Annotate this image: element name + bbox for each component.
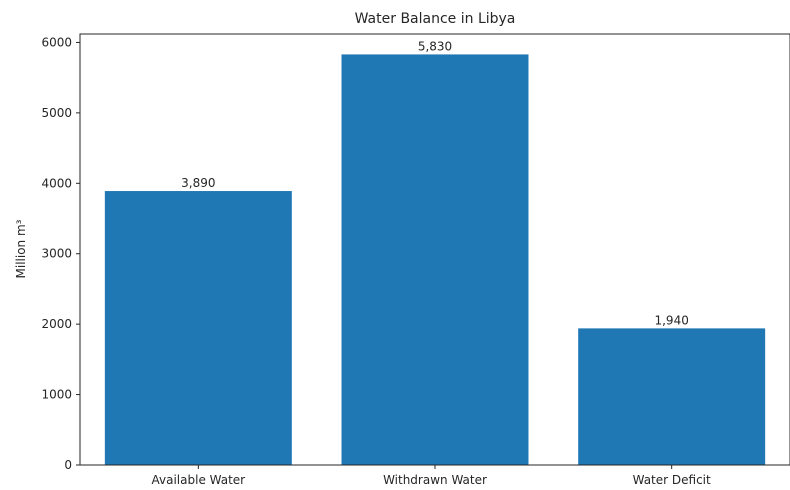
data-label-1: 3,890: [181, 176, 215, 190]
bars-group: [104, 54, 766, 466]
y-axis-ticks: 0 1000 2000 3000 4000 5000 6000: [41, 35, 80, 472]
x-tick-label: Withdrawn Water: [383, 473, 487, 487]
y-axis-label: Million m³: [14, 219, 28, 278]
y-tick-label: 5000: [41, 106, 72, 120]
data-label-3: 1,940: [654, 313, 688, 327]
bar-1: [104, 191, 292, 466]
y-tick-label: 2000: [41, 317, 72, 331]
y-tick-label: 0: [64, 458, 72, 472]
y-tick-label: 3000: [41, 247, 72, 261]
y-tick-label: 1000: [41, 388, 72, 402]
y-tick-label: 4000: [41, 176, 72, 190]
bar-3: [578, 328, 766, 465]
plot-area: 3,890 5,830 1,940 0 1000 2000 3000 4000 5000 600…: [41, 33, 790, 487]
x-axis-ticks: Available Water Withdrawn Water Water Defi…: [152, 465, 711, 487]
x-tick-label: Water Deficit: [633, 473, 711, 487]
plot-frame: [79, 33, 790, 466]
data-labels-group: 3,890 5,830 1,940: [181, 39, 689, 327]
x-tick-label: Available Water: [152, 473, 246, 487]
y-tick-label: 6000: [41, 35, 72, 49]
bar-2: [341, 54, 529, 465]
chart-title: Water Balance in Libya: [355, 11, 516, 27]
data-label-2: 5,830: [418, 39, 452, 53]
